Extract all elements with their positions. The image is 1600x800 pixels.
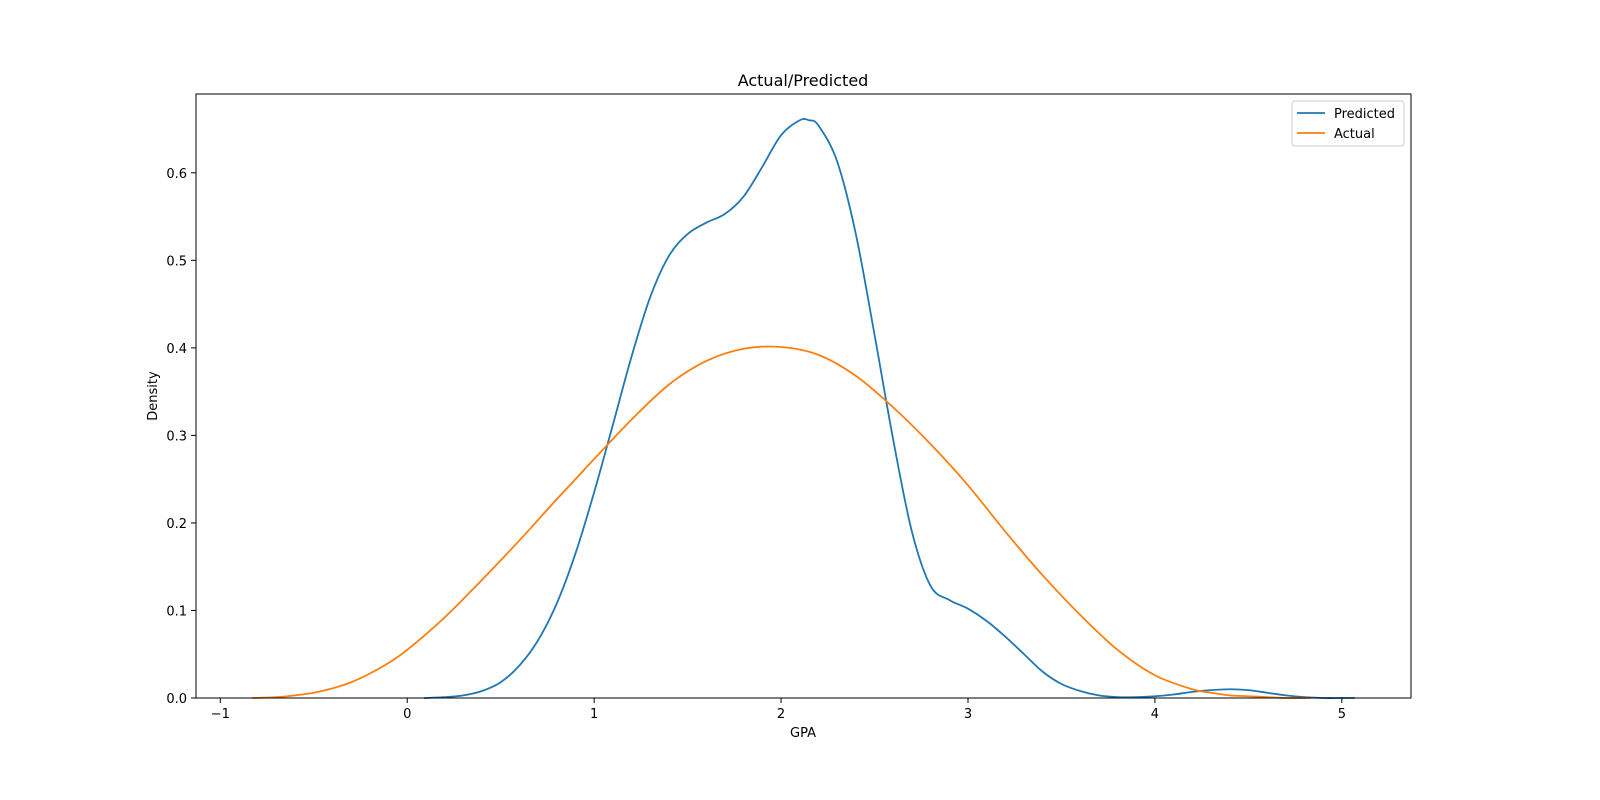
series-line-actual <box>252 345 1311 699</box>
series-line-predicted <box>424 118 1355 699</box>
y-tick-label: 0.4 <box>166 342 187 357</box>
plot-area <box>252 118 1355 699</box>
plot-frame <box>195 93 1412 699</box>
legend-label-predicted: Predicted <box>1334 107 1395 122</box>
y-axis-label: Density <box>146 371 161 421</box>
y-tick-label: 0.3 <box>166 429 187 444</box>
x-tick-label: 4 <box>1151 707 1159 722</box>
x-tick-label: 1 <box>590 707 598 722</box>
x-tick-label: 2 <box>777 707 785 722</box>
y-tick-label: 0.5 <box>166 254 187 269</box>
legend-label-actual: Actual <box>1334 127 1375 142</box>
legend: Predicted Actual <box>1291 100 1405 147</box>
x-axis-label: GPA <box>790 726 816 741</box>
y-tick-label: 0.1 <box>166 604 187 619</box>
y-tick-label: 0.0 <box>166 692 187 707</box>
y-axis: 0.0 0.1 0.2 0.3 0.4 0.5 0.6 <box>166 167 196 707</box>
y-tick-label: 0.6 <box>166 167 187 182</box>
y-tick-label: 0.2 <box>166 517 187 532</box>
x-tick-label: 3 <box>964 707 972 722</box>
x-tick-label: 0 <box>403 707 411 722</box>
x-tick-label: −1 <box>211 707 230 722</box>
x-tick-label: 5 <box>1338 707 1346 722</box>
x-axis: −1 0 1 2 3 4 5 <box>211 698 1346 722</box>
chart-title: Actual/Predicted <box>738 71 869 90</box>
